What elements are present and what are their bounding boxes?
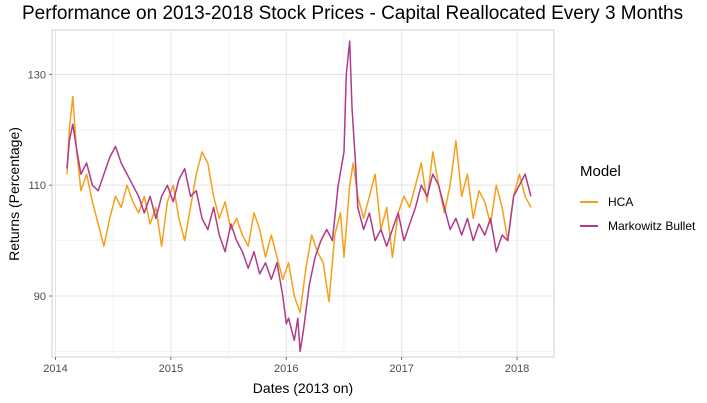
x-tick-label: 2017 (389, 363, 413, 375)
legend-item-hca: HCA (580, 190, 695, 214)
x-tick-label: 2018 (505, 363, 529, 375)
legend-title: Model (580, 163, 621, 180)
x-axis-ticks: 2014 2015 2016 2017 2018 (43, 357, 529, 375)
x-tick-label: 2014 (43, 363, 67, 375)
legend-label-markowitz-bullet: Markowitz Bullet (608, 219, 696, 233)
x-axis-label: Dates (2013 on) (253, 380, 353, 396)
legend: Model HCA Markowitz Bullet (580, 163, 695, 238)
legend-swatch-markowitz-bullet (580, 225, 598, 227)
y-axis-ticks: 90 110 130 (28, 69, 52, 303)
x-tick-label: 2016 (274, 363, 298, 375)
legend-label-hca: HCA (608, 195, 634, 209)
series-line-hca (66, 95, 532, 314)
x-tick-label: 2015 (159, 363, 183, 375)
y-tick-label: 110 (28, 180, 46, 192)
y-axis-label: Returns (Percentage) (6, 127, 22, 261)
series-lines (66, 40, 532, 353)
series-line-markowitz-bullet (66, 40, 532, 353)
legend-item-markowitz-bullet: Markowitz Bullet (580, 214, 695, 238)
grid-lines (52, 30, 554, 357)
legend-swatch-hca (580, 201, 598, 203)
y-tick-label: 130 (28, 69, 46, 81)
y-tick-label: 90 (34, 291, 46, 303)
chart-title: Performance on 2013-2018 Stock Prices - … (22, 3, 684, 24)
